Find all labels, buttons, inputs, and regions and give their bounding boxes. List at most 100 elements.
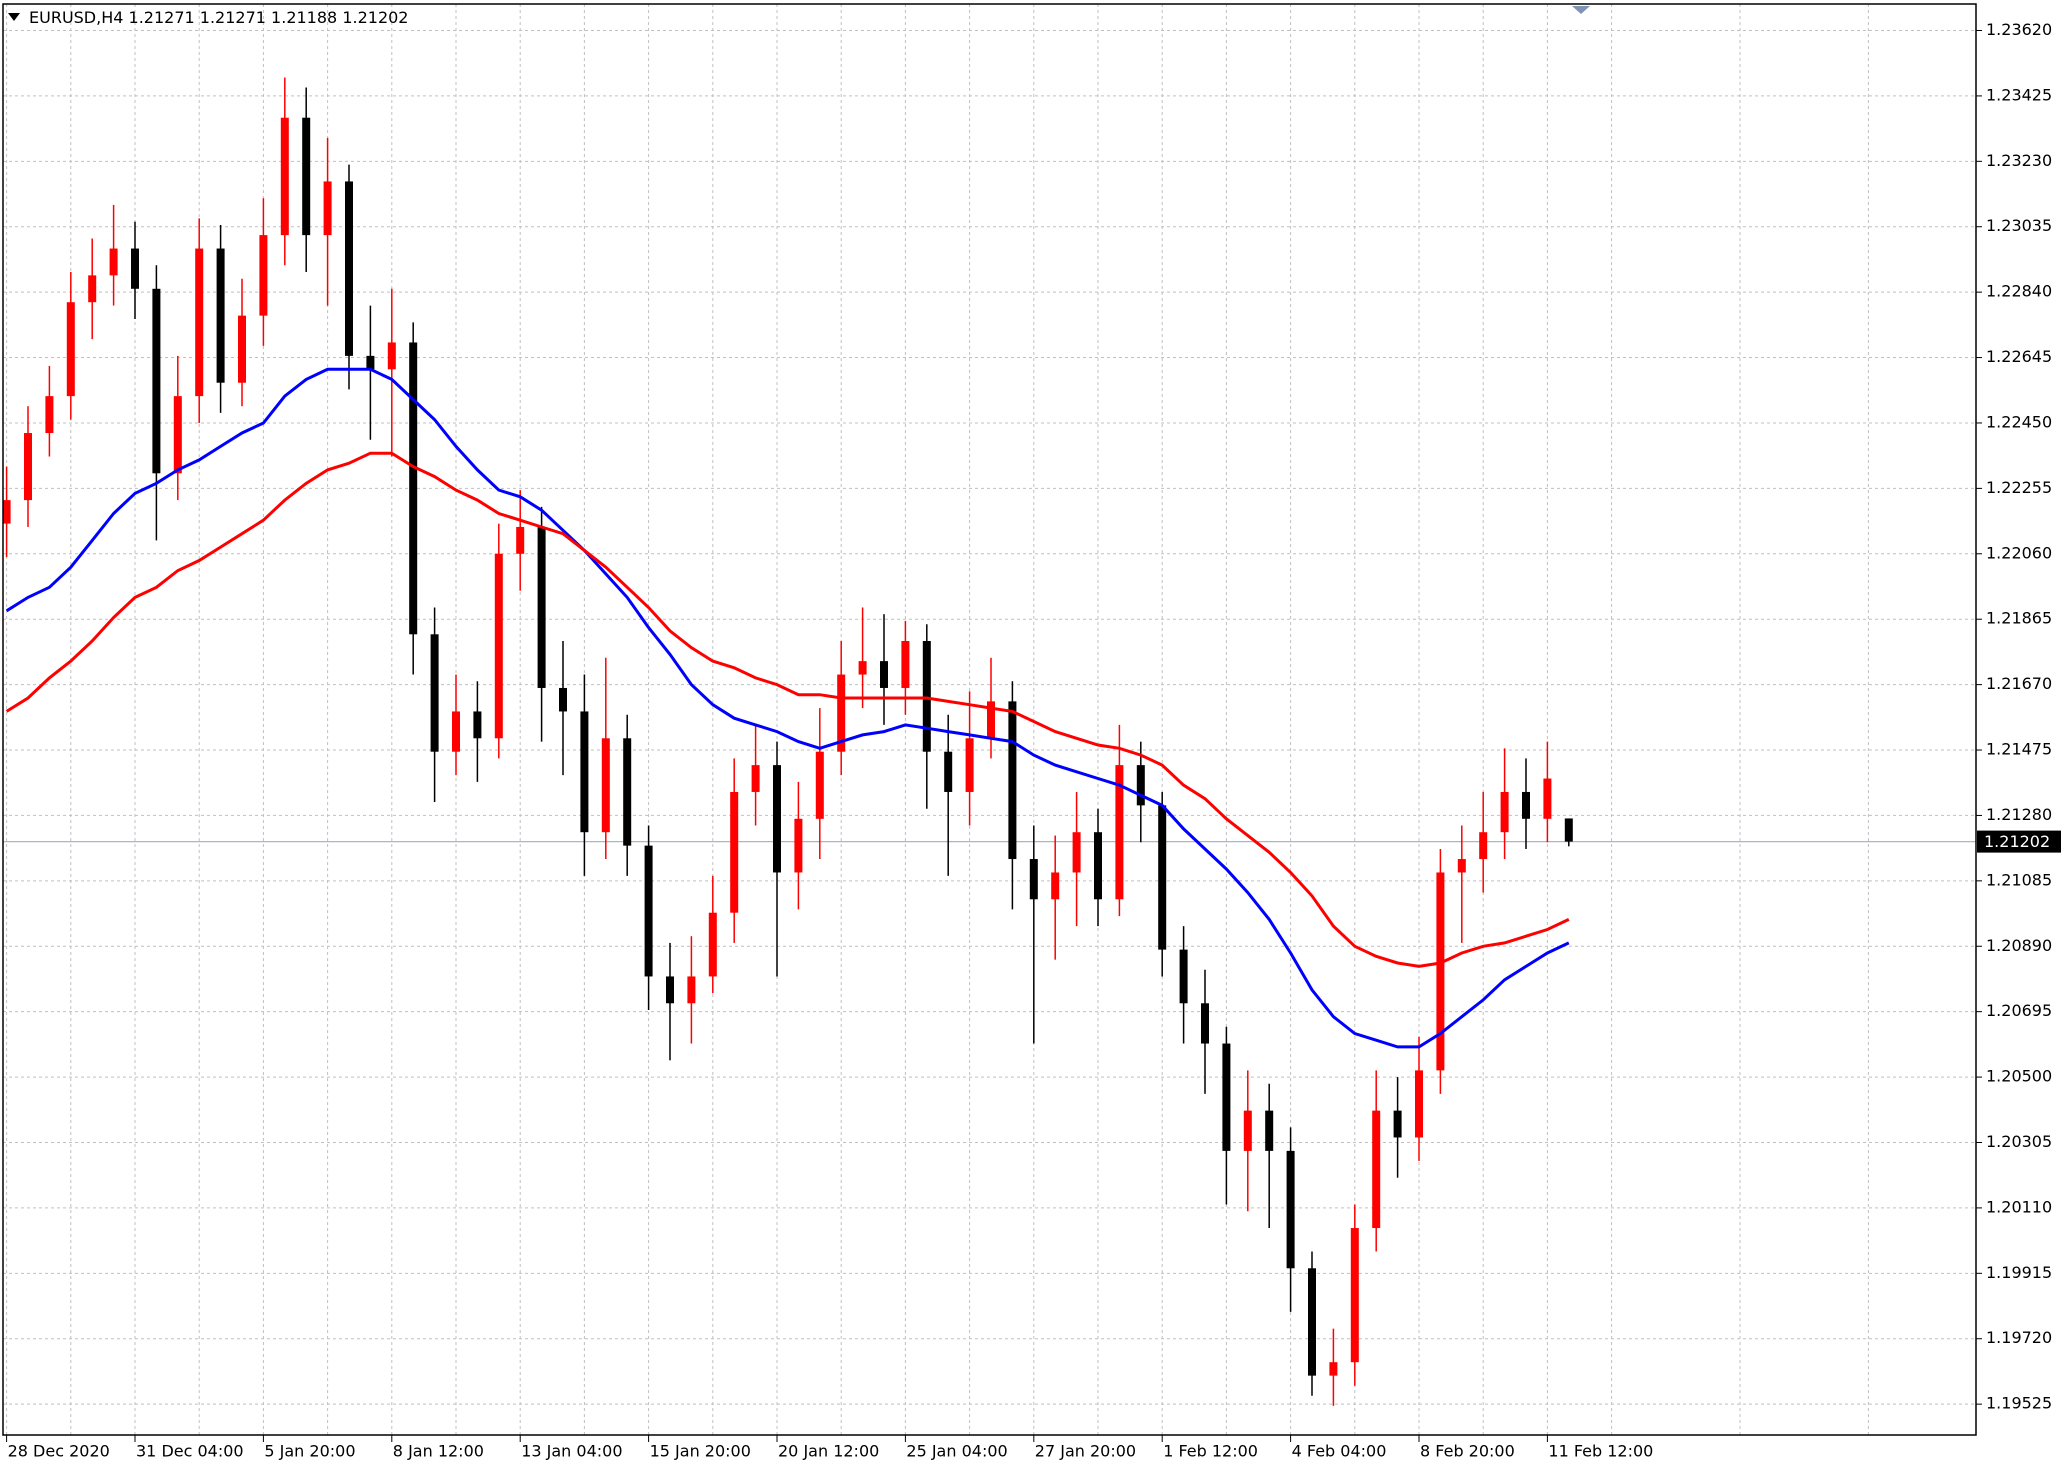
candle-body: [387, 342, 396, 370]
x-tick-label: 28 Dec 2020: [8, 1442, 110, 1461]
candle-body: [1329, 1362, 1338, 1376]
x-tick-label: 5 Jan 20:00: [264, 1442, 355, 1461]
candle-body: [1094, 832, 1102, 900]
x-tick-label: 25 Jan 04:00: [906, 1442, 1007, 1461]
candle-body: [922, 641, 931, 752]
plot-layer: [2, 4, 1976, 1435]
candle-body: [345, 181, 353, 356]
candle-body: [901, 641, 910, 688]
candle-body: [1522, 791, 1530, 819]
candle-body: [1115, 765, 1124, 900]
moving-average: [5, 451, 1570, 968]
y-tick-label: 1.21475: [1986, 740, 2052, 759]
y-tick-label: 1.23230: [1986, 151, 2052, 170]
candle-body: [66, 302, 75, 397]
candle-body: [195, 248, 204, 397]
candle-body: [687, 976, 696, 1004]
y-tick-label: 1.22060: [1986, 543, 2052, 562]
candle-body: [1564, 818, 1573, 842]
y-tick-label: 1.23425: [1986, 85, 2052, 104]
candle-body: [280, 117, 289, 236]
symbol: EURUSD,H4: [29, 8, 123, 27]
y-tick-label: 1.22645: [1986, 347, 2052, 366]
candle-body: [580, 711, 589, 833]
candle-body: [1029, 859, 1038, 900]
candle-body: [1243, 1110, 1252, 1151]
candle-body: [1415, 1070, 1423, 1138]
candle-body: [1393, 1110, 1402, 1138]
y-tick-label: 1.19525: [1986, 1394, 2052, 1413]
y-tick-label: 1.20110: [1986, 1197, 2052, 1216]
y-tick-label: 1.21865: [1986, 609, 2052, 628]
menu-arrow[interactable]: [8, 13, 20, 21]
candle-body: [88, 275, 97, 303]
high-value: 1.21271: [200, 8, 266, 27]
candle-body: [24, 433, 32, 501]
candle-body: [1265, 1110, 1274, 1151]
x-tick-label: 31 Dec 04:00: [136, 1442, 244, 1461]
candle-body: [666, 976, 674, 1004]
candle-body: [302, 117, 311, 236]
candle-body: [259, 235, 268, 316]
candle-body: [623, 738, 632, 846]
candle-body: [1372, 1110, 1381, 1229]
candle-body: [2, 500, 11, 524]
x-tick-label: 8 Jan 12:00: [393, 1442, 484, 1461]
candle-body: [708, 912, 717, 977]
x-tick-label: 4 Feb 04:00: [1292, 1442, 1387, 1461]
candle-body: [644, 845, 653, 977]
candle-body: [730, 791, 739, 913]
y-tick-label: 1.22450: [1986, 412, 2052, 431]
y-tick-label: 1.21670: [1986, 674, 2052, 693]
candle-body: [452, 711, 460, 752]
candle-body: [238, 315, 246, 383]
candle-body: [1500, 791, 1509, 833]
candle-body: [965, 738, 974, 792]
y-tick-label: 1.21280: [1986, 805, 2052, 824]
candle-body: [1136, 765, 1145, 806]
candle-body: [473, 711, 482, 739]
candle-body: [815, 751, 824, 819]
price-label: 1.21202: [1984, 832, 2050, 851]
low-value: 1.21188: [271, 8, 337, 27]
chart-header: EURUSD,H4 1.21271 1.21271 1.21188 1.2120…: [29, 8, 408, 27]
candle-body: [837, 674, 846, 752]
y-tick-label: 1.19720: [1986, 1328, 2052, 1347]
candle-body: [751, 765, 760, 792]
y-tick-label: 1.23035: [1986, 216, 2052, 235]
candle-body: [45, 396, 54, 434]
x-tick-label: 13 Jan 04:00: [521, 1442, 622, 1461]
candle-body: [1051, 872, 1060, 900]
y-tick-label: 1.20890: [1986, 936, 2052, 955]
y-tick-label: 1.20695: [1986, 1001, 2052, 1020]
x-tick-label: 8 Feb 20:00: [1420, 1442, 1515, 1461]
candle-body: [858, 661, 867, 675]
candle-body: [216, 248, 225, 383]
candle-body: [794, 818, 803, 873]
candle-body: [559, 687, 567, 712]
y-tick-label: 1.20305: [1986, 1132, 2052, 1151]
candle-body: [1286, 1150, 1295, 1269]
candle-body: [1201, 1003, 1209, 1044]
shift-marker: [1572, 6, 1590, 14]
candle-body: [987, 701, 995, 739]
moving-average: [5, 367, 1570, 1049]
candle-body: [880, 661, 888, 688]
candle-body: [366, 355, 375, 370]
y-tick-label: 1.22840: [1986, 282, 2052, 301]
candle-body: [1158, 805, 1167, 950]
candle-body: [430, 634, 439, 752]
candle-body: [1008, 701, 1017, 860]
x-tick-label: 11 Feb 12:00: [1548, 1442, 1653, 1461]
candle-body: [409, 342, 418, 635]
candle-body: [537, 526, 546, 688]
y-tick-label: 1.20500: [1986, 1067, 2052, 1086]
open-value: 1.21271: [129, 8, 195, 27]
candle-body: [1350, 1228, 1359, 1363]
candle-body: [1072, 832, 1081, 873]
close-value: 1.21202: [342, 8, 408, 27]
y-tick-label: 1.23620: [1986, 20, 2052, 39]
candle-body: [1457, 859, 1466, 873]
